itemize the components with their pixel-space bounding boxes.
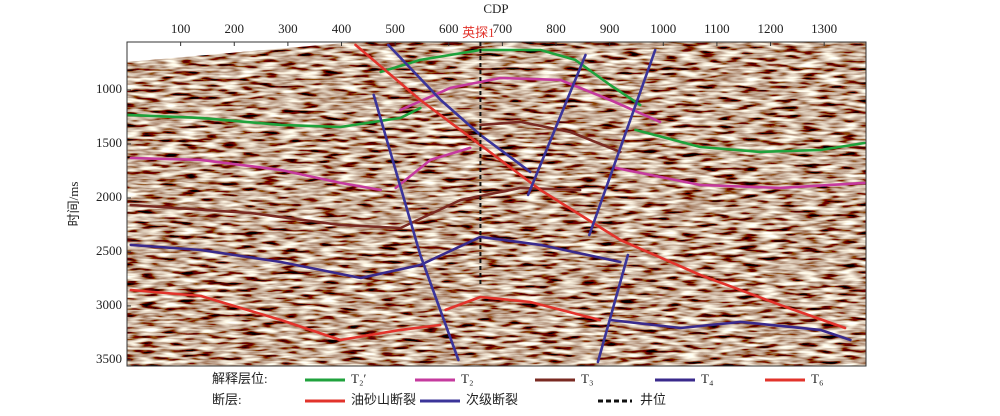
horizon-line <box>129 235 852 342</box>
x-tick-label: 500 <box>385 21 405 36</box>
x-tick-label: 900 <box>600 21 620 36</box>
y-tick-label: 3000 <box>96 297 122 312</box>
y-tick-label: 1500 <box>96 135 122 150</box>
y-tick-label: 2500 <box>96 243 122 258</box>
plot-frame <box>126 41 867 367</box>
horizon-line <box>129 120 622 230</box>
x-tick-label: 200 <box>225 21 245 36</box>
legend-label: T₆ <box>811 371 823 386</box>
x-tick-label: 300 <box>278 21 298 36</box>
x-tick-label: 1200 <box>758 21 784 36</box>
x-tick-label: 700 <box>493 21 513 36</box>
legend-title: 解释层位: <box>212 371 268 386</box>
x-axis-label: CDP <box>483 1 508 16</box>
legend-label: T₂ <box>461 371 473 386</box>
y-tick-label: 2000 <box>96 189 122 204</box>
legend-label: T₂′ <box>351 371 366 386</box>
legend-label: 井位 <box>640 392 666 407</box>
interpretation <box>127 43 866 364</box>
x-tick-label: 600 <box>439 21 459 36</box>
x-tick-label: 800 <box>546 21 566 36</box>
x-tick-label: 100 <box>171 21 191 36</box>
well-label: 英探1 <box>462 25 495 40</box>
horizon-line <box>129 76 866 192</box>
x-tick-label: 1300 <box>811 21 837 36</box>
x-tick-label: 1100 <box>704 21 730 36</box>
horizon-line <box>129 288 602 342</box>
y-tick-label: 1000 <box>96 81 122 96</box>
x-tick-label: 1000 <box>650 21 676 36</box>
legend-label: 次级断裂 <box>466 392 518 407</box>
fault-line <box>354 43 847 330</box>
horizon-line <box>127 48 866 154</box>
y-axis-label: 时间/ms <box>66 182 81 227</box>
x-tick-label: 400 <box>332 21 352 36</box>
fault-line <box>372 43 657 364</box>
legend-label: T₃ <box>581 371 593 386</box>
seismic-background <box>127 42 866 366</box>
legend-label: 油砂山断裂 <box>351 392 416 407</box>
legend-label: T₄ <box>701 371 714 386</box>
y-tick-label: 3500 <box>96 351 122 366</box>
legend-title: 断层: <box>212 392 242 407</box>
